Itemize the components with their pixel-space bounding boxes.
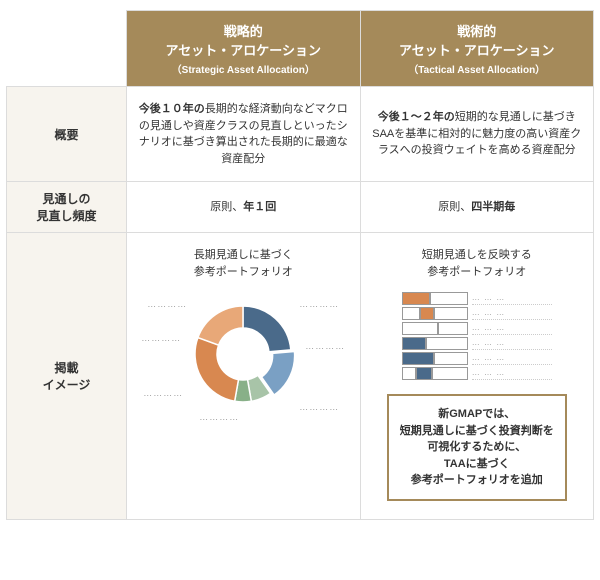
bar-chart: … … …… … …… … …… … …… … …… … … [402, 292, 552, 380]
comparison-table: 戦略的 アセット・アロケーション （Strategic Asset Alloca… [6, 10, 594, 520]
image-tactical: 短期見通しを反映する 参考ポートフォリオ … … …… … …… … …… … … [360, 233, 594, 520]
header-strategic: 戦略的 アセット・アロケーション （Strategic Asset Alloca… [127, 11, 361, 87]
donut-label-dots: ………… [199, 411, 239, 425]
donut-label-dots: ………… [299, 298, 339, 312]
freq-tactical-pre: 原則、 [438, 201, 471, 213]
donut-label-dots: ………… [305, 340, 345, 354]
header-tactical-sub: （Tactical Asset Allocation） [367, 61, 588, 76]
freq-strategic-pre: 原則、 [210, 201, 243, 213]
header-strategic-sub: （Strategic Asset Allocation） [133, 61, 354, 76]
header-strategic-line1: 戦略的 [133, 21, 354, 40]
rowlabel-summary: 概要 [7, 87, 127, 182]
comparison-table-wrap: 戦略的 アセット・アロケーション （Strategic Asset Alloca… [0, 0, 600, 530]
donut-label-dots: ………… [143, 387, 183, 401]
donut-label-dots: ………… [299, 401, 339, 415]
strategic-portfolio-title: 長期見通しに基づく 参考ポートフォリオ [135, 247, 352, 280]
summary-strategic: 今後１０年の長期的な経済動向などマクロの見通しや資産クラスの見直しといったシナリ… [127, 87, 361, 182]
freq-tactical-bold: 四半期毎 [471, 201, 515, 213]
freq-tactical: 原則、四半期毎 [360, 182, 594, 233]
donut-label-dots: ………… [141, 332, 181, 346]
rowlabel-image: 掲載 イメージ [7, 233, 127, 520]
tactical-portfolio-title: 短期見通しを反映する 参考ポートフォリオ [369, 247, 586, 280]
summary-tactical: 今後１～２年の短期的な見通しに基づきSAAを基準に相対的に魅力度の高い資産クラス… [360, 87, 594, 182]
freq-strategic: 原則、年１回 [127, 182, 361, 233]
donut-label-dots: ………… [147, 298, 187, 312]
summary-strategic-lead: 今後１０年の [139, 103, 205, 115]
note-box: 新GMAPでは、 短期見通しに基づく投資判断を 可視化するために、 TAAに基づ… [387, 394, 567, 501]
image-strategic: 長期見通しに基づく 参考ポートフォリオ ………… ………… ………… ………… … [127, 233, 361, 520]
header-tactical-line1: 戦術的 [367, 21, 588, 40]
summary-tactical-lead: 今後１～２年の [378, 111, 455, 123]
header-corner [7, 11, 127, 87]
rowlabel-freq: 見通しの 見直し頻度 [7, 182, 127, 233]
header-tactical-line2: アセット・アロケーション [367, 40, 588, 59]
donut-chart-wrap: ………… ………… ………… ………… ………… ………… ………… [153, 292, 333, 422]
header-tactical: 戦術的 アセット・アロケーション （Tactical Asset Allocat… [360, 11, 594, 87]
header-strategic-line2: アセット・アロケーション [133, 40, 354, 59]
freq-strategic-bold: 年１回 [243, 201, 276, 213]
